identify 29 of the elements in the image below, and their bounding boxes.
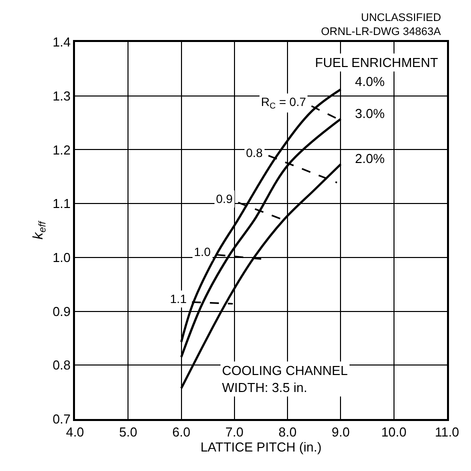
series-label: 4.0% bbox=[355, 74, 386, 89]
x-tick-label: 8.0 bbox=[278, 424, 297, 440]
y-tick-label: 1.2 bbox=[52, 142, 71, 158]
x-axis-title: LATTICE PITCH (in.) bbox=[200, 439, 322, 454]
x-tick-label: 7.0 bbox=[225, 424, 244, 440]
x-tick-label: 6.0 bbox=[172, 424, 190, 440]
series-label: 2.0% bbox=[355, 151, 386, 166]
x-tick-label: 10.0 bbox=[381, 424, 407, 440]
x-tick-label: 9.0 bbox=[332, 424, 350, 440]
y-tick-label: 0.8 bbox=[52, 358, 71, 373]
text: ORNL-LR-DWG 34863A bbox=[321, 26, 442, 38]
y-tick-label: 1.3 bbox=[52, 88, 71, 104]
series-label: 1.1 bbox=[170, 292, 188, 306]
series-label: 0.9 bbox=[216, 192, 234, 206]
annotation: FUEL ENRICHMENT bbox=[315, 55, 438, 70]
series-label: 0.8 bbox=[246, 146, 264, 160]
y-tick-label: 1.4 bbox=[52, 34, 71, 50]
y-tick-label: 1.1 bbox=[52, 196, 71, 212]
x-tick-label: 5.0 bbox=[119, 424, 138, 440]
y-tick-label: 0.7 bbox=[52, 412, 71, 427]
x-tick-label: 4.0 bbox=[66, 424, 84, 440]
x-tick-label: 11.0 bbox=[434, 424, 460, 440]
y-tick-label: 1.0 bbox=[52, 250, 71, 265]
y-tick-label: 0.9 bbox=[52, 304, 71, 319]
series-label: 1.0 bbox=[194, 245, 212, 259]
text: UNCLASSIFIED bbox=[361, 12, 442, 24]
series-label: R$_{C}$ = 0.7 bbox=[261, 95, 306, 111]
annotation: COOLING CHANNEL WIDTH: 3.5 in. bbox=[222, 363, 348, 395]
series-label: 3.0% bbox=[355, 106, 386, 121]
